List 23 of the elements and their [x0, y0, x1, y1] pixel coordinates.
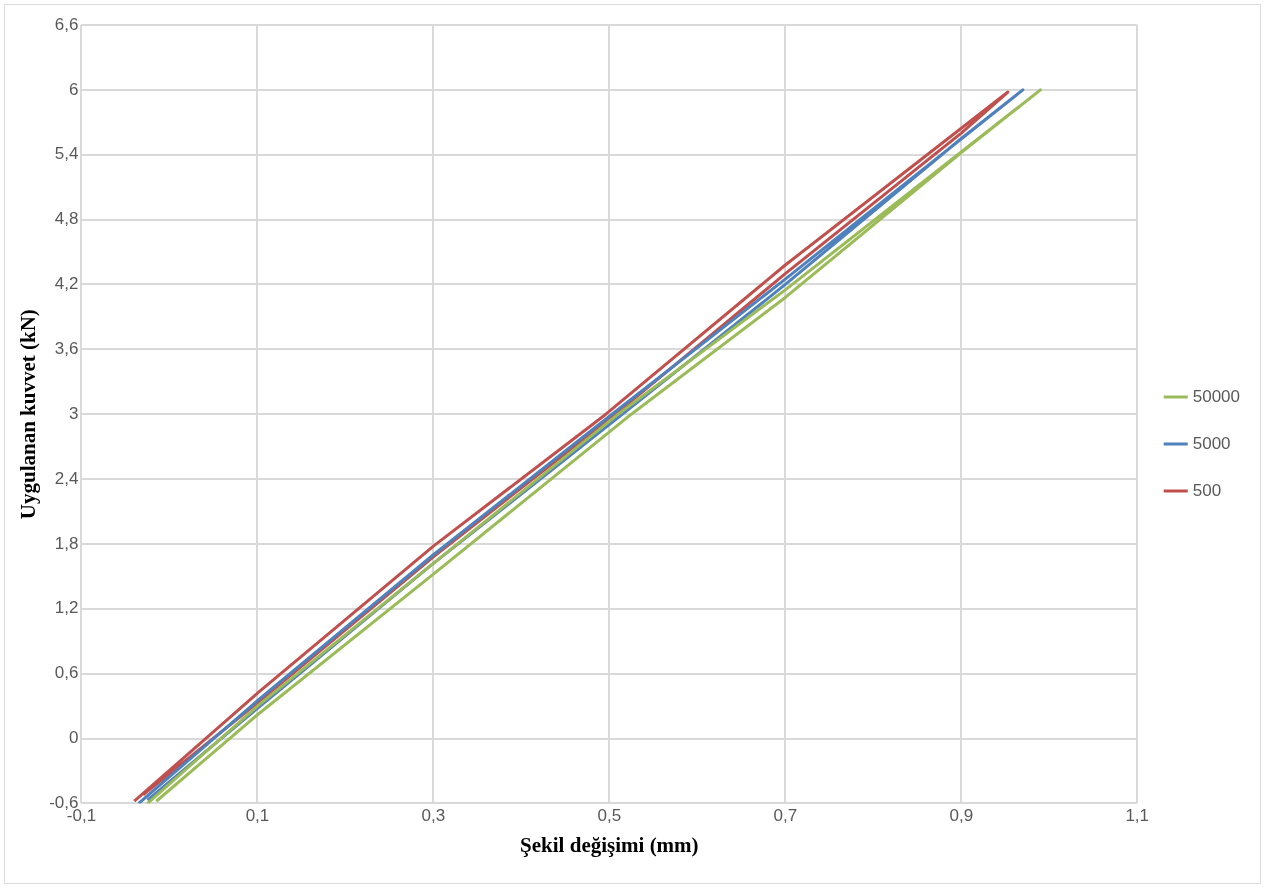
- y-tick-label: 6,6: [54, 14, 79, 34]
- y-tick-label: 1,2: [54, 598, 79, 618]
- legend-label: 5000: [1192, 433, 1231, 453]
- x-tick-label: 0,9: [949, 806, 974, 826]
- x-tick-label: 0,1: [245, 806, 270, 826]
- x-axis-title: Şekil değişimi (mm): [520, 832, 699, 857]
- y-tick-label: 3,6: [54, 339, 79, 359]
- y-tick-label: 4,2: [54, 274, 79, 294]
- legend-label: 500: [1192, 480, 1222, 500]
- y-tick-label: 4,8: [54, 209, 79, 229]
- y-tick-label: 1,8: [54, 533, 79, 553]
- y-tick-label: 6: [69, 79, 79, 99]
- x-tick-label: 1,1: [1125, 806, 1150, 826]
- y-tick-label: 3: [69, 403, 79, 423]
- y-tick-label: 0: [69, 728, 79, 748]
- legend-label: 50000: [1192, 386, 1241, 406]
- x-tick-label: 0,3: [421, 806, 446, 826]
- y-axis-title: Uygulanan kuvvet (kN): [16, 309, 41, 520]
- y-tick-label: 2,4: [54, 468, 79, 488]
- y-tick-label: 0,6: [54, 663, 79, 683]
- x-tick-label: 0,7: [773, 806, 798, 826]
- y-tick-label: 5,4: [54, 144, 79, 164]
- x-tick-label: 0,5: [597, 806, 622, 826]
